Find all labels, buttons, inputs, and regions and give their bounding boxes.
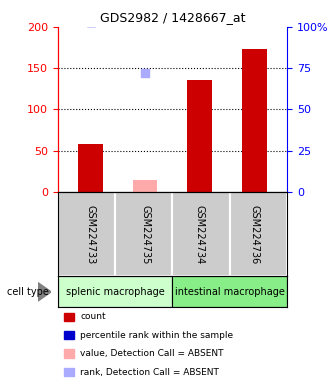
Point [143, 70, 148, 76]
Bar [230, 192, 287, 276]
Bar [187, 80, 212, 192]
Text: GSM224736: GSM224736 [249, 205, 259, 264]
Text: intestinal macrophage: intestinal macrophage [175, 287, 285, 297]
Text: value, Detection Call = ABSENT: value, Detection Call = ABSENT [80, 349, 224, 358]
Polygon shape [38, 283, 51, 301]
Text: cell type: cell type [7, 287, 49, 297]
Bar [173, 276, 287, 307]
Point [88, 19, 93, 25]
Bar [173, 192, 230, 276]
Title: GDS2982 / 1428667_at: GDS2982 / 1428667_at [100, 11, 245, 24]
Text: GSM224733: GSM224733 [85, 205, 95, 264]
Text: rank, Detection Call = ABSENT: rank, Detection Call = ABSENT [80, 367, 219, 377]
Bar [78, 144, 103, 192]
Text: count: count [80, 312, 106, 321]
Bar [115, 192, 172, 276]
Text: splenic macrophage: splenic macrophage [66, 287, 164, 297]
Text: GSM224735: GSM224735 [140, 205, 150, 264]
Bar [242, 49, 267, 192]
Text: GSM224734: GSM224734 [195, 205, 205, 264]
Bar [58, 276, 173, 307]
Bar [58, 192, 115, 276]
Text: percentile rank within the sample: percentile rank within the sample [80, 331, 233, 340]
Bar [133, 180, 157, 192]
